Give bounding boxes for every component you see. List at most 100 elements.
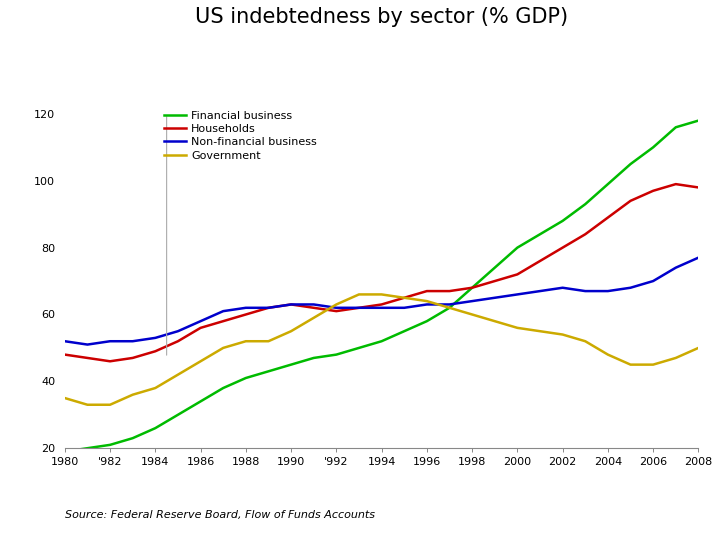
Households bbox=[558, 245, 567, 251]
Government bbox=[649, 361, 657, 368]
Non-financial business bbox=[241, 305, 250, 311]
Non-financial business bbox=[332, 305, 341, 311]
Government bbox=[536, 328, 544, 334]
Financial business bbox=[310, 355, 318, 361]
Government bbox=[174, 372, 182, 378]
Financial business bbox=[649, 144, 657, 151]
Households bbox=[287, 301, 295, 308]
Government bbox=[332, 301, 341, 308]
Non-financial business bbox=[649, 278, 657, 284]
Government bbox=[264, 338, 273, 345]
Government bbox=[468, 311, 477, 318]
Non-financial business bbox=[423, 301, 431, 308]
Government bbox=[377, 291, 386, 298]
Line: Households: Households bbox=[65, 184, 698, 361]
Government bbox=[241, 338, 250, 345]
Financial business bbox=[60, 448, 69, 455]
Financial business bbox=[400, 328, 408, 334]
Line: Financial business: Financial business bbox=[65, 120, 698, 451]
Financial business bbox=[241, 375, 250, 381]
Government bbox=[151, 385, 160, 392]
Financial business bbox=[513, 245, 522, 251]
Financial business bbox=[468, 285, 477, 291]
Financial business bbox=[355, 345, 364, 351]
Text: Source: Federal Reserve Board, Flow of Funds Accounts: Source: Federal Reserve Board, Flow of F… bbox=[65, 510, 375, 521]
Non-financial business bbox=[694, 254, 703, 261]
Financial business bbox=[672, 124, 680, 131]
Non-financial business bbox=[626, 285, 635, 291]
Financial business bbox=[197, 398, 205, 404]
Non-financial business bbox=[603, 288, 612, 294]
Financial business bbox=[106, 442, 114, 448]
Non-financial business bbox=[60, 338, 69, 345]
Government bbox=[310, 315, 318, 321]
Households bbox=[490, 278, 499, 284]
Financial business bbox=[626, 161, 635, 167]
Households bbox=[603, 214, 612, 221]
Households bbox=[264, 305, 273, 311]
Non-financial business bbox=[513, 291, 522, 298]
Non-financial business bbox=[581, 288, 590, 294]
Non-financial business bbox=[83, 341, 91, 348]
Non-financial business bbox=[536, 288, 544, 294]
Government bbox=[513, 325, 522, 331]
Government bbox=[581, 338, 590, 345]
Financial business bbox=[445, 305, 454, 311]
Financial business bbox=[377, 338, 386, 345]
Households bbox=[468, 285, 477, 291]
Households bbox=[445, 288, 454, 294]
Households bbox=[694, 184, 703, 191]
Financial business bbox=[83, 445, 91, 451]
Non-financial business bbox=[219, 308, 228, 314]
Non-financial business bbox=[197, 318, 205, 325]
Financial business bbox=[581, 201, 590, 207]
Households bbox=[626, 198, 635, 204]
Non-financial business bbox=[128, 338, 137, 345]
Financial business bbox=[558, 218, 567, 224]
Government bbox=[106, 402, 114, 408]
Government bbox=[490, 318, 499, 325]
Non-financial business bbox=[400, 305, 408, 311]
Non-financial business bbox=[558, 285, 567, 291]
Government bbox=[672, 355, 680, 361]
Non-financial business bbox=[106, 338, 114, 345]
Government bbox=[60, 395, 69, 401]
Legend: Financial business, Households, Non-financial business, Government: Financial business, Households, Non-fina… bbox=[159, 106, 321, 165]
Households bbox=[241, 311, 250, 318]
Households bbox=[400, 294, 408, 301]
Non-financial business bbox=[468, 298, 477, 305]
Government bbox=[83, 402, 91, 408]
Non-financial business bbox=[490, 294, 499, 301]
Government bbox=[445, 305, 454, 311]
Non-financial business bbox=[310, 301, 318, 308]
Non-financial business bbox=[151, 335, 160, 341]
Households bbox=[355, 305, 364, 311]
Financial business bbox=[536, 231, 544, 238]
Households bbox=[106, 358, 114, 365]
Government bbox=[558, 332, 567, 338]
Government bbox=[400, 294, 408, 301]
Non-financial business bbox=[174, 328, 182, 334]
Government bbox=[287, 328, 295, 334]
Households bbox=[219, 318, 228, 325]
Financial business bbox=[694, 117, 703, 124]
Government bbox=[355, 291, 364, 298]
Households bbox=[423, 288, 431, 294]
Non-financial business bbox=[377, 305, 386, 311]
Households bbox=[151, 348, 160, 354]
Non-financial business bbox=[672, 265, 680, 271]
Households bbox=[513, 271, 522, 278]
Financial business bbox=[490, 265, 499, 271]
Title: US indebtedness by sector (% GDP): US indebtedness by sector (% GDP) bbox=[195, 7, 568, 27]
Households bbox=[649, 187, 657, 194]
Households bbox=[128, 355, 137, 361]
Financial business bbox=[151, 425, 160, 431]
Government bbox=[219, 345, 228, 351]
Households bbox=[83, 355, 91, 361]
Government bbox=[626, 361, 635, 368]
Government bbox=[603, 352, 612, 358]
Households bbox=[60, 352, 69, 358]
Government bbox=[423, 298, 431, 305]
Line: Government: Government bbox=[65, 294, 698, 405]
Non-financial business bbox=[445, 301, 454, 308]
